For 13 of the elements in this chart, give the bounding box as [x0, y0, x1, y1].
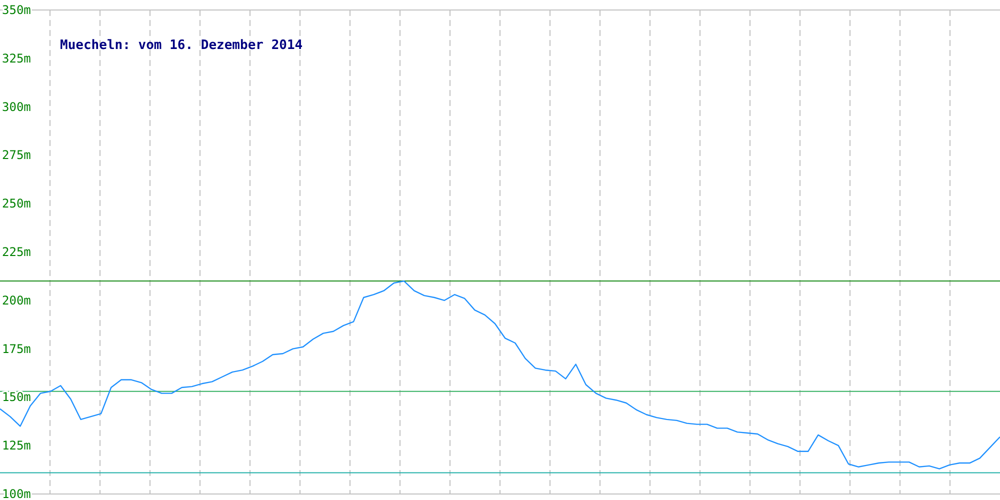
text: Muecheln: vom 16. Dezember 2014: [60, 38, 303, 53]
y-tick-label: 275m: [2, 148, 31, 162]
y-tick-label: 300m: [2, 100, 31, 114]
y-tick-label: 325m: [2, 51, 31, 66]
y-tick-label: 350m: [2, 3, 31, 17]
y-tick-label: 250m: [2, 196, 31, 211]
y-tick-label: 100m: [2, 487, 31, 500]
y-tick-label: 125m: [2, 438, 31, 453]
y-tick-label: 225m: [2, 245, 31, 259]
y-tick-label: 175m: [2, 342, 31, 356]
y-tick-label: 200m: [2, 293, 31, 308]
line-series: [0, 280, 1000, 470]
y-tick-label: 150m: [2, 390, 31, 404]
